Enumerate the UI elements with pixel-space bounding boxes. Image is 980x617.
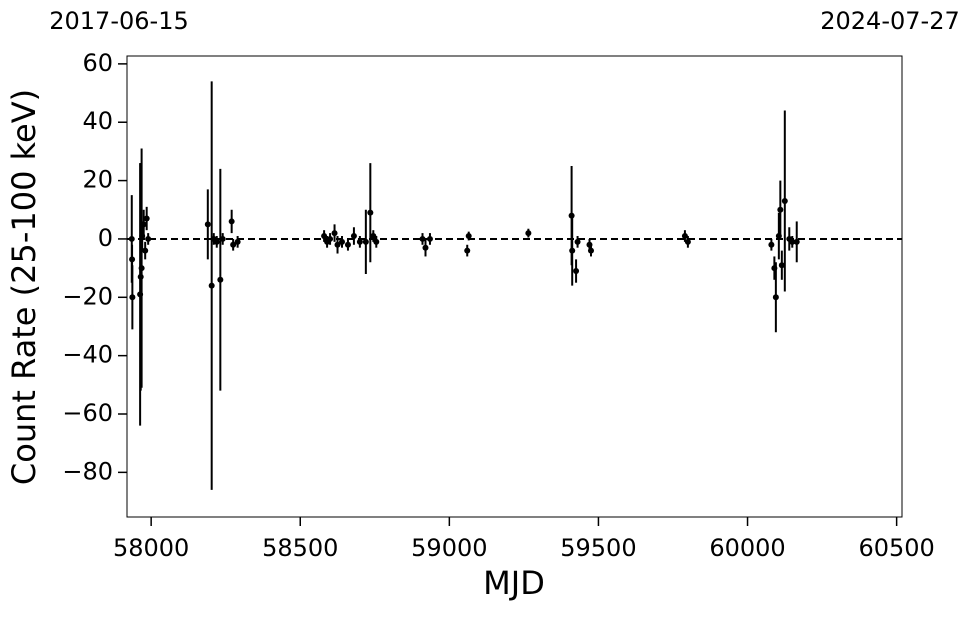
- data-point: [574, 238, 581, 245]
- data-point: [331, 230, 338, 237]
- data-point: [370, 233, 377, 240]
- data-point: [138, 265, 145, 272]
- data-point: [569, 247, 576, 254]
- x-tick-label: 60000: [709, 534, 785, 562]
- data-point: [350, 233, 357, 240]
- y-tick-label: −80: [62, 457, 113, 485]
- data-point: [145, 235, 152, 242]
- data-point: [362, 238, 369, 245]
- x-tick-label: 59000: [411, 534, 487, 562]
- data-point: [419, 235, 426, 242]
- data-point: [681, 233, 688, 240]
- data-point: [525, 230, 532, 237]
- data-point: [129, 294, 136, 301]
- y-tick-label: 20: [82, 166, 113, 194]
- y-tick-label: 0: [98, 224, 113, 252]
- data-point: [234, 238, 241, 245]
- data-point: [230, 241, 237, 248]
- data-point: [465, 233, 472, 240]
- x-tick-label: 58000: [113, 534, 189, 562]
- data-point: [422, 244, 429, 251]
- data-point: [789, 238, 796, 245]
- data-point: [217, 276, 224, 283]
- data-point: [228, 218, 235, 225]
- data-point: [464, 247, 471, 254]
- data-point: [321, 233, 328, 240]
- y-tick-label: −20: [62, 282, 113, 310]
- y-tick-label: −40: [62, 341, 113, 369]
- x-axis-label: MJD: [483, 564, 545, 602]
- data-point: [768, 241, 775, 248]
- x-tick-label: 60500: [858, 534, 934, 562]
- data-point: [573, 268, 580, 275]
- y-tick-label: −60: [62, 399, 113, 427]
- top-axis-label: 2017-06-15: [49, 7, 188, 35]
- top-axis-label: 2024-07-27: [820, 7, 959, 35]
- data-point: [142, 247, 149, 254]
- x-tick-label: 59500: [560, 534, 636, 562]
- data-point: [793, 238, 800, 245]
- data-point: [587, 247, 594, 254]
- data-point: [367, 209, 374, 216]
- data-point: [426, 235, 433, 242]
- data-point: [373, 238, 380, 245]
- y-axis-label: Count Rate (25-100 keV): [5, 89, 43, 485]
- data-point: [208, 282, 215, 289]
- data-point: [334, 241, 341, 248]
- data-point: [338, 238, 345, 245]
- plot-frame: [126, 55, 903, 518]
- data-point: [140, 221, 147, 228]
- data-point: [356, 238, 363, 245]
- y-tick-label: 40: [82, 107, 113, 135]
- data-point: [219, 235, 226, 242]
- data-point: [772, 294, 779, 301]
- y-tick-label: 60: [82, 49, 113, 77]
- data-point: [213, 238, 220, 245]
- x-tick-label: 58500: [262, 534, 338, 562]
- data-point: [143, 215, 150, 222]
- data-point: [129, 256, 136, 263]
- data-point: [777, 206, 784, 213]
- data-point: [781, 198, 788, 205]
- data-point: [204, 221, 211, 228]
- data-point: [128, 235, 135, 242]
- data-point: [684, 238, 691, 245]
- data-point: [778, 262, 785, 269]
- data-point: [327, 235, 334, 242]
- data-point: [344, 241, 351, 248]
